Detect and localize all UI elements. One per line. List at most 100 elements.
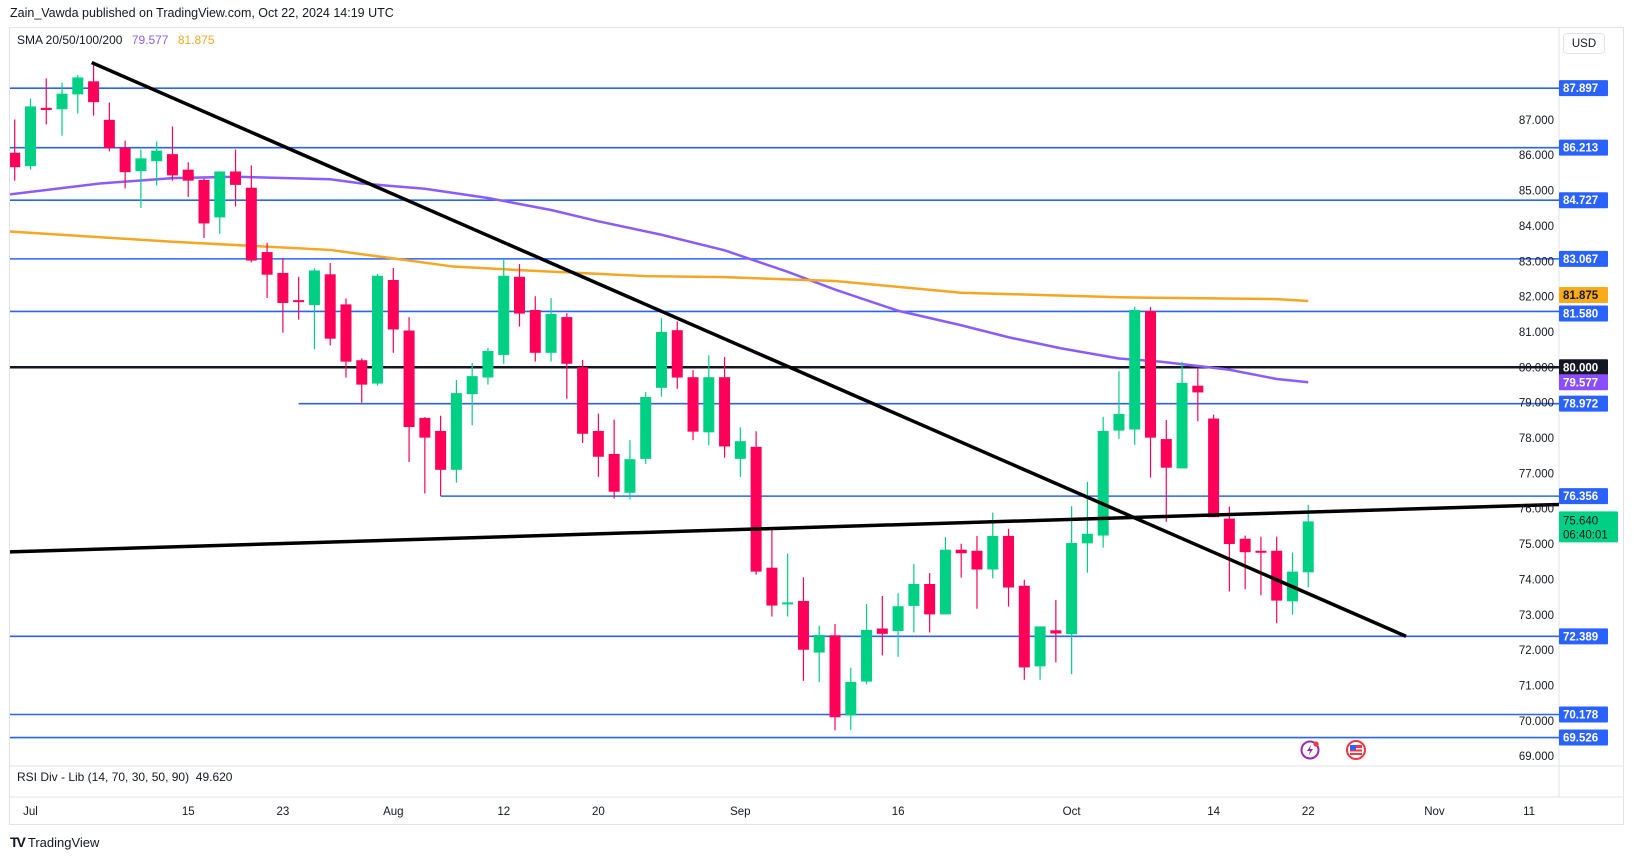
- candle[interactable]: [1302, 504, 1314, 588]
- candle[interactable]: [1129, 306, 1141, 445]
- candle-body: [151, 150, 163, 162]
- candle[interactable]: [1097, 416, 1109, 548]
- candle[interactable]: [166, 126, 178, 181]
- candle[interactable]: [1113, 371, 1125, 439]
- candle[interactable]: [308, 268, 320, 350]
- rising-trendline[interactable]: [10, 502, 1559, 554]
- candle[interactable]: [1255, 536, 1267, 596]
- currency-button[interactable]: USD: [1563, 33, 1605, 54]
- candle[interactable]: [293, 276, 305, 320]
- candle[interactable]: [450, 380, 462, 483]
- price-axis[interactable]: 69.000 70.000 71.000 72.000 73.000 74.000 75.0…: [1519, 115, 1554, 763]
- candle[interactable]: [277, 258, 289, 333]
- candle[interactable]: [198, 178, 210, 238]
- candle[interactable]: [640, 392, 652, 464]
- sma-line[interactable]: [1, 175, 1309, 384]
- candle[interactable]: [103, 102, 115, 152]
- candle[interactable]: [1018, 579, 1030, 680]
- candle-body: [655, 331, 667, 388]
- candle[interactable]: [1192, 368, 1204, 422]
- candle[interactable]: [719, 357, 731, 458]
- candle[interactable]: [561, 313, 573, 399]
- candle[interactable]: [1176, 361, 1188, 469]
- candle-body: [88, 81, 100, 103]
- candle[interactable]: [608, 419, 620, 499]
- candle[interactable]: [813, 625, 825, 682]
- candle[interactable]: [119, 140, 131, 189]
- candle-body: [1003, 535, 1015, 588]
- candle[interactable]: [482, 347, 494, 385]
- candle[interactable]: [908, 563, 920, 633]
- candle[interactable]: [498, 259, 510, 364]
- candle[interactable]: [1160, 419, 1172, 522]
- candle[interactable]: [845, 667, 857, 731]
- candle[interactable]: [40, 78, 52, 125]
- candle[interactable]: [734, 427, 746, 477]
- candle[interactable]: [545, 298, 557, 362]
- candle[interactable]: [514, 264, 525, 327]
- time-axis[interactable]: Jul 15 23 Aug 12 20 Sep 16 Oct 14 22 Nov 11: [23, 806, 1535, 818]
- us-flag-event-icon[interactable]: [1346, 740, 1366, 760]
- candle[interactable]: [797, 577, 809, 681]
- lightning-event-icon[interactable]: [1300, 740, 1320, 760]
- tradingview-logo[interactable]: TV TradingView: [10, 834, 99, 850]
- candle[interactable]: [403, 317, 415, 463]
- candle[interactable]: [72, 74, 84, 114]
- candle[interactable]: [387, 267, 399, 353]
- descending-trendline[interactable]: [90, 60, 1407, 638]
- candle[interactable]: [261, 242, 273, 299]
- candle[interactable]: [1145, 306, 1156, 478]
- candle-body: [1160, 439, 1172, 468]
- candle[interactable]: [340, 298, 352, 378]
- candle[interactable]: [1066, 506, 1078, 675]
- candle[interactable]: [24, 98, 36, 170]
- candle[interactable]: [245, 165, 257, 263]
- candle[interactable]: [876, 596, 888, 656]
- candle[interactable]: [655, 318, 667, 397]
- candle[interactable]: [135, 149, 147, 208]
- candle[interactable]: [577, 359, 589, 443]
- candle[interactable]: [214, 171, 226, 234]
- candle[interactable]: [1208, 414, 1220, 518]
- candle[interactable]: [356, 358, 368, 403]
- sma-line[interactable]: [1, 230, 1309, 303]
- candle[interactable]: [624, 440, 636, 500]
- candle[interactable]: [466, 363, 478, 426]
- candle[interactable]: [230, 149, 242, 207]
- candle[interactable]: [971, 535, 983, 609]
- sma-legend[interactable]: SMA 20/50/100/200 79.577 81.875: [17, 33, 221, 47]
- candle[interactable]: [782, 553, 794, 617]
- price-badge-background: [1559, 395, 1608, 412]
- candle[interactable]: [955, 543, 967, 578]
- candle[interactable]: [151, 141, 163, 186]
- candle[interactable]: [671, 321, 683, 389]
- candle[interactable]: [324, 263, 336, 346]
- candle[interactable]: [703, 355, 715, 446]
- candle[interactable]: [766, 529, 778, 617]
- candle[interactable]: [924, 573, 936, 633]
- price-tick-label: 70.000: [1519, 716, 1554, 728]
- candle[interactable]: [861, 604, 873, 685]
- rsi-legend[interactable]: RSI Div - Lib (14, 70, 30, 50, 90) 49.62…: [17, 770, 232, 784]
- candle[interactable]: [750, 431, 762, 575]
- candle[interactable]: [987, 512, 999, 579]
- candle[interactable]: [419, 417, 431, 494]
- candle[interactable]: [56, 82, 68, 136]
- candle[interactable]: [892, 593, 904, 657]
- candle[interactable]: [687, 370, 699, 441]
- candle[interactable]: [1239, 535, 1251, 590]
- candle[interactable]: [435, 415, 447, 496]
- candle[interactable]: [88, 61, 100, 116]
- candle[interactable]: [529, 296, 541, 362]
- candle[interactable]: [1034, 626, 1046, 680]
- candle[interactable]: [182, 162, 194, 197]
- candle[interactable]: [939, 536, 951, 615]
- candle[interactable]: [9, 119, 21, 181]
- candle[interactable]: [1223, 506, 1235, 592]
- candle[interactable]: [372, 273, 384, 386]
- candle[interactable]: [829, 623, 841, 731]
- candle[interactable]: [1003, 528, 1015, 607]
- candle[interactable]: [592, 413, 604, 477]
- candle[interactable]: [1050, 599, 1062, 663]
